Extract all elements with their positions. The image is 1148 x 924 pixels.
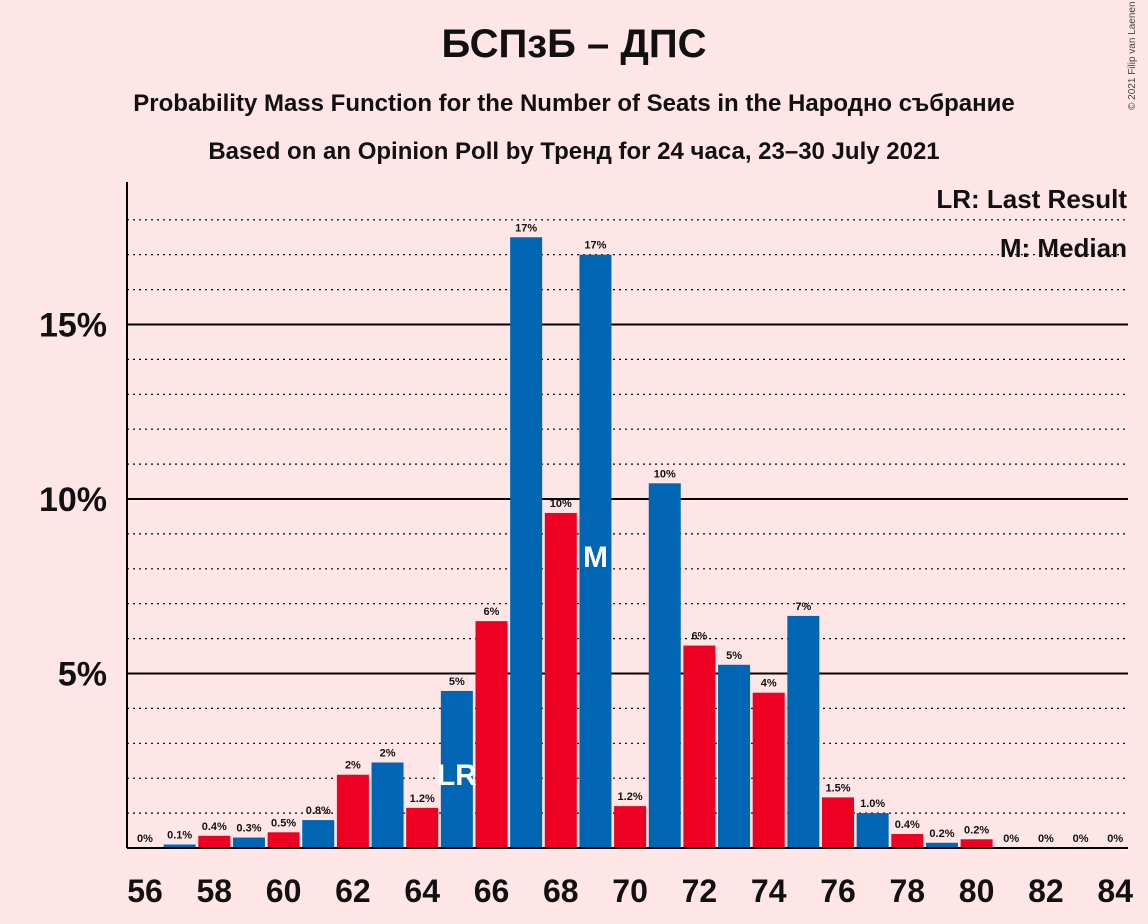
median-marker: M bbox=[583, 541, 608, 574]
bar-value-label: 1.5% bbox=[825, 782, 850, 794]
bar-seats-77 bbox=[856, 813, 889, 848]
bar-seats-75 bbox=[787, 615, 820, 848]
bar-value-label: 0.8% bbox=[306, 805, 331, 817]
x-tick-label: 68 bbox=[543, 873, 579, 909]
bar-value-label: 1.2% bbox=[410, 793, 435, 805]
x-tick-label: 76 bbox=[820, 873, 856, 909]
bar-value-label: 2% bbox=[345, 760, 361, 772]
bar-seats-66 bbox=[475, 621, 508, 848]
bar-value-label: 5% bbox=[726, 650, 742, 662]
x-tick-label: 70 bbox=[612, 873, 648, 909]
bar-value-label: 0% bbox=[1038, 833, 1054, 845]
x-tick-label: 72 bbox=[682, 873, 718, 909]
bar-value-label: 0.4% bbox=[895, 819, 920, 831]
bar-value-label: 0% bbox=[1107, 833, 1123, 845]
bar-value-label: 0.2% bbox=[929, 828, 954, 840]
legend-median: M: Median bbox=[1000, 233, 1127, 263]
bar-value-label: 6% bbox=[484, 606, 500, 618]
bar-seats-69 bbox=[579, 254, 612, 848]
chart-subtitle: Probability Mass Function for the Number… bbox=[133, 90, 1015, 117]
y-tick-label: 10% bbox=[39, 481, 107, 519]
bar-value-label: 0% bbox=[1003, 833, 1019, 845]
legend-last-result: LR: Last Result bbox=[936, 184, 1127, 214]
x-tick-label: 78 bbox=[890, 873, 926, 909]
bar-value-label: 17% bbox=[584, 240, 606, 252]
bar-seats-73 bbox=[718, 664, 751, 848]
bar-seats-65 bbox=[440, 690, 473, 848]
bar-value-label: 2% bbox=[380, 747, 396, 759]
bar-seats-74 bbox=[752, 692, 785, 848]
bar-seats-79 bbox=[925, 842, 958, 848]
x-tick-label: 74 bbox=[751, 873, 787, 909]
bar-value-label: 5% bbox=[449, 676, 465, 688]
bar-value-label: 0.4% bbox=[202, 821, 227, 833]
bar-seats-68 bbox=[544, 512, 577, 848]
x-tick-label: 56 bbox=[127, 873, 163, 909]
bar-seats-60 bbox=[267, 832, 300, 848]
x-tick-label: 58 bbox=[197, 873, 233, 909]
bar-seats-61 bbox=[302, 820, 335, 848]
bar-seats-76 bbox=[822, 797, 854, 848]
x-tick-label: 64 bbox=[404, 873, 440, 909]
bar-seats-64 bbox=[406, 807, 439, 848]
bar-seats-57 bbox=[163, 844, 196, 848]
bar-seats-59 bbox=[232, 837, 265, 848]
bar-seats-63 bbox=[371, 762, 404, 848]
bar-value-label: 0.5% bbox=[271, 817, 296, 829]
bar-value-label: 0.3% bbox=[236, 823, 261, 835]
bar-value-label: 10% bbox=[550, 498, 572, 510]
y-tick-label: 5% bbox=[58, 656, 107, 694]
x-tick-label: 62 bbox=[335, 873, 371, 909]
bar-value-label: 1.2% bbox=[618, 791, 643, 803]
bar-seats-72 bbox=[683, 645, 716, 848]
x-tick-label: 66 bbox=[474, 873, 510, 909]
x-tick-label: 60 bbox=[266, 873, 302, 909]
bars: 0% 0.1% 0.4% 0.3% 0.5% 0.8% 2% 2% 1.2% 5% 6% 17% 10%… bbox=[137, 222, 1123, 848]
bar-seats-62 bbox=[336, 774, 369, 848]
axes: 5% 10% 15% 56 58 60 62 64 66 68 70 72 74 76 78 80 82 84 bbox=[39, 182, 1133, 909]
bar-value-label: 0.1% bbox=[167, 830, 192, 842]
last-result-marker: LR bbox=[437, 759, 477, 792]
bar-seats-80 bbox=[960, 839, 993, 848]
bar-seats-70 bbox=[614, 806, 647, 848]
bar-value-label: 1.0% bbox=[860, 798, 885, 810]
bar-value-label: 10% bbox=[654, 468, 676, 480]
x-tick-label: 84 bbox=[1097, 873, 1133, 909]
bar-value-label: 0.2% bbox=[964, 824, 989, 836]
bar-value-label: 4% bbox=[761, 678, 777, 690]
bar-value-label: 6% bbox=[691, 631, 707, 643]
x-tick-label: 82 bbox=[1028, 873, 1064, 909]
bar-seats-67 bbox=[510, 237, 543, 848]
bar-value-label: 0% bbox=[137, 833, 153, 845]
bar-seats-78 bbox=[891, 834, 924, 848]
chart-subtitle-source: Based on an Opinion Poll by Тренд for 24… bbox=[208, 138, 940, 165]
y-tick-label: 15% bbox=[39, 307, 107, 345]
x-tick-label: 80 bbox=[959, 873, 995, 909]
bar-value-label: 0% bbox=[1073, 833, 1089, 845]
grid-lines bbox=[127, 219, 1128, 814]
bar-seats-71 bbox=[648, 483, 681, 848]
bar-seats-58 bbox=[198, 835, 231, 848]
bar-value-label: 17% bbox=[515, 222, 537, 234]
bar-value-label: 7% bbox=[795, 601, 811, 613]
chart-title: БСПзБ – ДПС bbox=[441, 22, 707, 66]
